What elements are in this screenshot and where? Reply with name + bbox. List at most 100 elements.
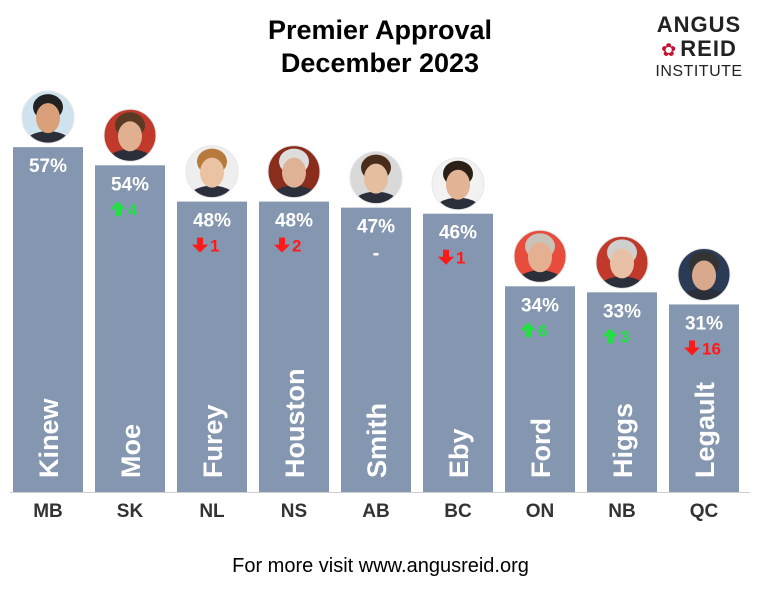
photo-border	[185, 145, 239, 199]
province-label: BC	[444, 501, 472, 522]
bar	[505, 286, 575, 492]
change-label: 3	[620, 327, 629, 346]
photo-suit	[104, 149, 156, 162]
photo-suit	[22, 131, 74, 144]
value-label: 31%	[685, 313, 723, 334]
premier-photo	[21, 90, 75, 144]
premier-photo	[513, 229, 567, 283]
change-label: 16	[702, 339, 721, 358]
premier-photo	[185, 145, 239, 199]
premier-name-label: Moe	[116, 424, 146, 478]
photo-content	[596, 236, 648, 289]
bar	[587, 292, 657, 492]
photo-suit	[596, 276, 648, 289]
change-label: 2	[292, 237, 301, 256]
photo-border	[103, 108, 157, 162]
value-label: 47%	[357, 217, 395, 238]
photo-suit	[268, 185, 320, 198]
photo-content	[514, 230, 566, 283]
photo-border	[349, 151, 403, 205]
value-label: 34%	[521, 295, 559, 316]
photo-content	[186, 145, 238, 198]
premier-photo	[677, 247, 731, 301]
bar	[177, 201, 247, 492]
bar-group: 31% 16 Legault QC	[669, 247, 739, 522]
photo-content	[268, 145, 320, 198]
photo-border	[595, 235, 649, 289]
photo-face	[282, 157, 306, 188]
chart-title: Premier Approval December 2023	[190, 14, 570, 80]
bar	[259, 201, 329, 492]
bar	[13, 147, 83, 492]
value-label: 46%	[439, 223, 477, 244]
logo-line-3: INSTITUTE	[655, 63, 743, 80]
premier-photo	[103, 108, 157, 162]
logo-line-1: ANGUS	[656, 12, 742, 37]
photo-suit	[678, 288, 730, 301]
arrow-down-icon	[684, 340, 700, 356]
arrow-up-icon	[520, 322, 536, 338]
premier-name-label: Ford	[526, 418, 556, 478]
photo-content	[432, 157, 484, 210]
value-label: 33%	[603, 301, 641, 322]
premier-photo	[595, 235, 649, 289]
photo-suit	[514, 270, 566, 283]
bar-group: 54% 4 Moe SK	[95, 108, 165, 522]
photo-border	[431, 157, 485, 211]
photo-border	[267, 145, 321, 199]
logo-line-2-text: REID	[680, 36, 737, 61]
province-label: NS	[281, 501, 307, 522]
bar	[669, 304, 739, 492]
value-label: 48%	[275, 211, 313, 232]
bar	[423, 213, 493, 492]
photo-content	[678, 248, 730, 301]
arrow-up-icon	[110, 201, 126, 217]
footer-link-text: For more visit www.angusreid.org	[232, 555, 529, 577]
photo-content	[350, 151, 402, 204]
photo-face	[118, 121, 142, 152]
arrow-down-icon	[274, 237, 290, 253]
arrow-down-icon	[192, 237, 208, 253]
change-label: 4	[128, 200, 138, 219]
change-label: 6	[538, 321, 547, 340]
bar-group: 47% - Smith AB	[341, 151, 411, 522]
value-label: 57%	[29, 156, 67, 177]
arrow-up-icon	[602, 328, 618, 344]
bar-group: 48% 1 Furey NL	[177, 145, 247, 522]
change-label: -	[373, 243, 380, 265]
change-label: 1	[456, 249, 465, 268]
arrow-down-icon	[438, 249, 454, 265]
province-label: NB	[608, 501, 635, 522]
bar-group: 48% 2 Houston NS	[259, 145, 329, 522]
province-label: SK	[117, 501, 144, 522]
title-line-2: December 2023	[280, 48, 480, 78]
photo-face	[610, 248, 634, 279]
maple-leaf-icon: ✿	[661, 40, 678, 60]
premier-name-label: Eby	[444, 428, 474, 478]
premier-name-label: Higgs	[608, 403, 638, 478]
photo-face	[528, 242, 552, 273]
angus-reid-logo: ANGUS ✿ REID INSTITUTE	[640, 14, 758, 80]
premier-photo	[431, 157, 485, 211]
photo-suit	[350, 191, 402, 204]
bar-group: 33% 3 Higgs NB	[587, 235, 657, 522]
photo-face	[692, 260, 716, 291]
premier-name-label: Furey	[198, 404, 228, 478]
province-label: ON	[526, 501, 555, 522]
premier-name-label: Houston	[280, 369, 310, 478]
premier-name-label: Legault	[690, 382, 720, 478]
province-label: MB	[33, 501, 63, 522]
photo-face	[200, 157, 224, 188]
photo-suit	[432, 197, 484, 210]
province-label: AB	[362, 501, 389, 522]
premier-name-label: Kinew	[34, 397, 64, 478]
bar-group: 34% 6 Ford ON	[505, 229, 575, 522]
photo-content	[104, 109, 156, 162]
photo-face	[446, 169, 470, 200]
province-label: QC	[690, 501, 719, 522]
bar	[95, 165, 165, 493]
photo-border	[513, 229, 567, 283]
bar-group: 46% 1 Eby BC	[423, 157, 493, 522]
premier-photo	[349, 151, 403, 205]
